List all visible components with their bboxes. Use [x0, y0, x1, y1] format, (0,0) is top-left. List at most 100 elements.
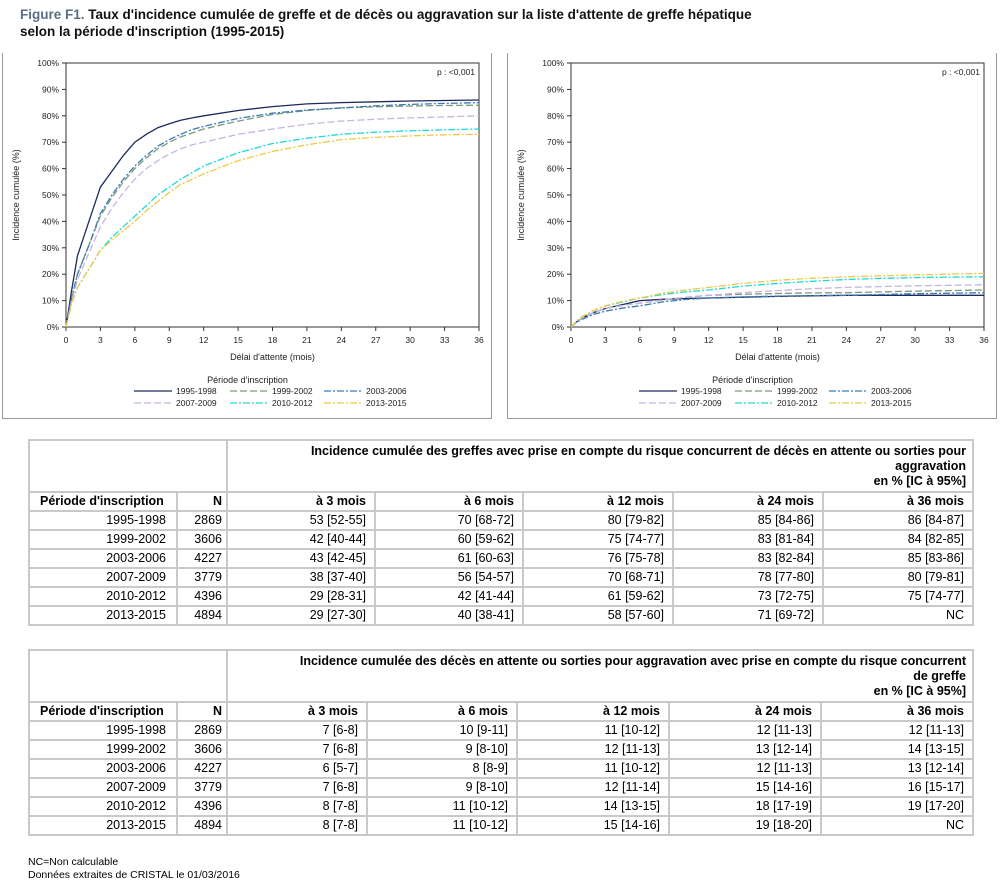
- y-tick-label: 100%: [37, 58, 59, 68]
- table-body: 1995-1998 2869 53 [52-55] 70 [68-72] 80 [79-…: [28, 510, 974, 626]
- y-axis-label: Incidence cumulée (%): [11, 149, 21, 241]
- x-tick-label: 18: [773, 335, 783, 345]
- figure-title-prefix: Figure F1.: [20, 7, 85, 22]
- column-header: à 12 mois: [522, 491, 674, 512]
- x-tick-label: 21: [807, 335, 817, 345]
- table-row: 1995-1998 2869 53 [52-55] 70 [68-72] 80 [79-…: [28, 510, 974, 531]
- value-cell: 15 [14-16]: [516, 815, 670, 836]
- legend-label: 1995-1998: [176, 386, 217, 396]
- value-cell: 43 [42-45]: [226, 548, 376, 569]
- footnote-nc: NC=Non calculable: [28, 856, 119, 868]
- value-cell: 7 [6-8]: [226, 739, 368, 760]
- legend-label: 2010-2012: [777, 398, 818, 408]
- y-tick-label: 40%: [42, 216, 59, 226]
- table-row: 2013-2015 4894 8 [7-8] 11 [10-12] 15 [14-16]…: [28, 815, 975, 836]
- y-axis-label: Incidence cumulée (%): [516, 149, 526, 241]
- value-cell: 78 [77-80]: [672, 567, 824, 588]
- table-row: 2003-2006 4227 6 [5-7] 8 [8-9] 11 [10-12] 12 …: [28, 758, 975, 779]
- series-line-2010-2012: [65, 128, 480, 328]
- value-cell: 19 [17-20]: [819, 796, 975, 817]
- n-cell: 4227: [176, 758, 228, 779]
- y-tick-label: 70%: [547, 137, 564, 147]
- n-cell: 3606: [176, 739, 228, 760]
- y-tick-label: 80%: [42, 111, 59, 121]
- value-cell: 18 [17-19]: [668, 796, 822, 817]
- table-incidence-greffes: Incidence cumulée des greffes avec prise…: [28, 439, 974, 626]
- value-cell: 12 [11-13]: [819, 720, 975, 741]
- plot-frame: [65, 62, 480, 328]
- column-header: à 24 mois: [672, 491, 824, 512]
- y-tick-label: 20%: [547, 269, 564, 279]
- x-tick-label: 24: [337, 335, 347, 345]
- period-cell: 2003-2006: [28, 548, 178, 569]
- value-cell: 29 [27-30]: [226, 605, 376, 626]
- table-caption-line1: Incidence cumulée des greffes avec prise…: [310, 444, 966, 458]
- column-header: à 6 mois: [374, 491, 524, 512]
- series-line-2007-2009: [65, 115, 480, 328]
- table-row: 2007-2009 3779 7 [6-8] 9 [8-10] 12 [11-14] 15…: [28, 777, 975, 798]
- column-header: à 3 mois: [226, 491, 376, 512]
- x-tick-label: 33: [440, 335, 450, 345]
- value-cell: 13 [12-14]: [819, 758, 975, 779]
- value-cell: 12 [11-13]: [668, 720, 822, 741]
- value-cell: 8 [7-8]: [226, 815, 368, 836]
- column-header-n: N: [176, 701, 228, 722]
- value-cell: 58 [57-60]: [522, 605, 674, 626]
- value-cell: 16 [15-17]: [819, 777, 975, 798]
- chart-deces: 0%10%20%30%40%50%60%70%80%90%100%0 3 6 9 12 1…: [516, 58, 989, 408]
- table-corner: [28, 439, 228, 493]
- legend-label: 2007-2009: [681, 398, 722, 408]
- legend-label: 2007-2009: [176, 398, 217, 408]
- value-cell: 83 [81-84]: [672, 529, 824, 550]
- figure-title-line1: Taux d'incidence cumulée de greffe et de…: [88, 7, 752, 22]
- value-cell: 11 [10-12]: [366, 815, 518, 836]
- y-tick-label: 10%: [547, 296, 564, 306]
- x-tick-label: 9: [672, 335, 677, 345]
- y-tick-label: 60%: [42, 164, 59, 174]
- y-tick-label: 10%: [42, 296, 59, 306]
- column-header: à 12 mois: [516, 701, 670, 722]
- period-cell: 1999-2002: [28, 529, 178, 550]
- column-header-period: Période d'inscription: [28, 701, 178, 722]
- value-cell: 56 [54-57]: [374, 567, 524, 588]
- table-body: 1995-1998 2869 7 [6-8] 10 [9-11] 11 [10-12] 1…: [28, 720, 975, 836]
- x-tick-label: 27: [371, 335, 381, 345]
- value-cell: 7 [6-8]: [226, 720, 368, 741]
- x-tick-label: 33: [945, 335, 955, 345]
- period-cell: 1999-2002: [28, 739, 178, 760]
- legend-label: 1995-1998: [681, 386, 722, 396]
- value-cell: 12 [11-13]: [668, 758, 822, 779]
- legend-label: 2013-2015: [366, 398, 407, 408]
- value-cell: 6 [5-7]: [226, 758, 368, 779]
- value-cell: 85 [83-86]: [822, 548, 974, 569]
- chart-panel-deces: 0% 10% 20% 30% 40% 50% 60% 70% 80% 90% 100% 0 3 6 9 12 1…: [507, 53, 997, 419]
- period-cell: 1995-1998: [28, 720, 178, 741]
- series-line-2003-2006: [65, 101, 480, 328]
- value-cell: 8 [7-8]: [226, 796, 368, 817]
- chart-greffe: 0%10%20%30%40%50%60%70%80%90%100%0 3 6 9 12 1…: [11, 58, 484, 408]
- value-cell: 42 [40-44]: [226, 529, 376, 550]
- value-cell: 80 [79-82]: [522, 510, 674, 531]
- x-tick-label: 15: [738, 335, 748, 345]
- period-cell: 2013-2015: [28, 605, 178, 626]
- figure-title-line2: selon la période d'inscription (1995-201…: [20, 24, 285, 39]
- x-tick-label: 6: [637, 335, 642, 345]
- n-cell: 3779: [176, 777, 228, 798]
- x-tick-label: 9: [167, 335, 172, 345]
- chart-panel-greffe: 0% 10% 20% 30% 40% 50% 60% 70% 80% 90% 100% 0 3 6 9 12 1…: [2, 53, 492, 419]
- value-cell: 42 [41-44]: [374, 586, 524, 607]
- series-line-2013-2015: [65, 133, 480, 328]
- legend-label: 2013-2015: [871, 398, 912, 408]
- table-row: 2010-2012 4396 29 [28-31] 42 [41-44] 61 [59-…: [28, 586, 974, 607]
- legend-label: 2003-2006: [366, 386, 407, 396]
- period-cell: 2010-2012: [28, 796, 178, 817]
- value-cell: 61 [60-63]: [374, 548, 524, 569]
- period-cell: 2007-2009: [28, 777, 178, 798]
- x-tick-label: 30: [405, 335, 415, 345]
- x-tick-label: 18: [268, 335, 278, 345]
- value-cell: 76 [75-78]: [522, 548, 674, 569]
- n-cell: 4396: [176, 586, 228, 607]
- value-cell: 14 [13-15]: [516, 796, 670, 817]
- y-tick-label: 0%: [47, 322, 60, 332]
- n-cell: 4894: [176, 605, 228, 626]
